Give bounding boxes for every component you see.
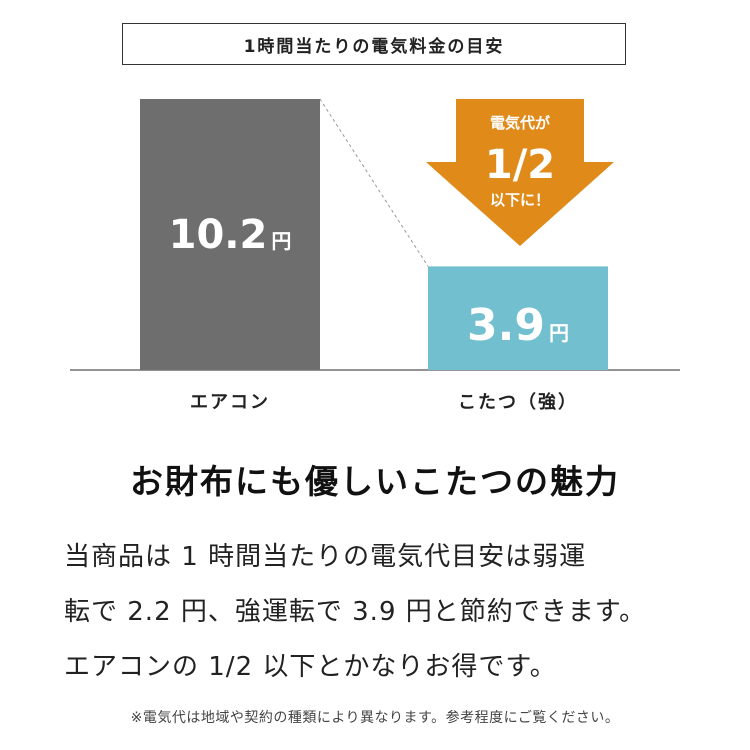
down-arrow-icon (426, 99, 614, 246)
body-line: 当商品は 1 時間当たりの電気代目安は弱運 (64, 542, 587, 572)
bar-value-label-1: 10.2 円 (169, 212, 292, 258)
headline: お財布にも優しいこたつの魅力 (130, 462, 620, 501)
footnote: ※電気代は地域や契約の種類により異なります。参考程度にご覧ください。 (130, 710, 620, 726)
body-line: 転で 2.2 円、強運転で 3.9 円と節約できます。 (64, 597, 647, 627)
body-line: エアコンの 1/2 以下とかなりお得です。 (64, 652, 557, 682)
bar-2 (428, 266, 608, 370)
comparison-dashed-line (319, 98, 429, 267)
badge-line-3: 以下に！ (490, 191, 550, 209)
chart-title: 1時間当たりの電気料金の目安 (122, 23, 626, 65)
bar-value-label-2: 3.9 円 (467, 300, 569, 351)
category-label-2: こたつ（強） (458, 391, 578, 413)
category-label-1: エアコン (190, 392, 270, 413)
badge-line-1: 電気代が (490, 114, 551, 132)
body-text: 当商品は 1 時間当たりの電気代目安は弱運 転で 2.2 円、強運転で 3.9 … (64, 530, 714, 695)
half-cost-badge: 電気代が 1/2 以下に！ (426, 99, 614, 246)
badge-line-2: 1/2 (485, 142, 555, 188)
bar-1 (140, 99, 320, 370)
